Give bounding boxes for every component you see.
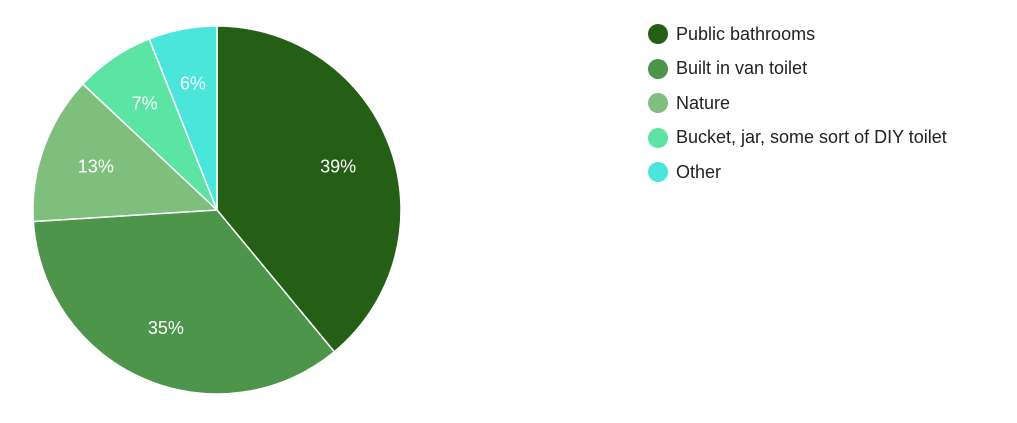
- legend-item: Built in van toilet: [648, 57, 947, 81]
- legend-label: Other: [676, 161, 722, 182]
- pie-slice: [32, 209, 336, 395]
- legend-label: Nature: [676, 92, 731, 113]
- pie-slice: [216, 25, 402, 353]
- legend-swatch: [648, 93, 668, 113]
- pie-slice-label: 7%: [132, 93, 158, 113]
- legend-label: Built in van toilet: [676, 58, 808, 78]
- legend-swatch: [648, 127, 668, 148]
- pie-slice: [148, 25, 218, 211]
- legend-item: Public bathrooms: [648, 22, 947, 46]
- pie-slice-label: 13%: [78, 156, 114, 176]
- pie-slice-labels: 39% 35% 13% 7% 6%: [78, 73, 356, 338]
- pie-slices: [32, 25, 402, 395]
- legend-swatch: [648, 162, 668, 182]
- legend: Public bathrooms Built in van toilet Natur…: [648, 22, 947, 195]
- pie-slice: [32, 82, 219, 223]
- legend-item: Nature: [648, 91, 947, 115]
- pie-slice-label: 35%: [148, 318, 184, 338]
- legend-swatch: [648, 58, 668, 79]
- pie-slice-label: 6%: [180, 73, 206, 93]
- legend-swatch: [648, 24, 668, 44]
- legend-label: Public bathrooms: [676, 23, 816, 44]
- legend-item: Bucket, jar, some sort of DIY toilet: [648, 126, 947, 150]
- pie-svg: 39% 35% 13% 7% 6%: [32, 25, 402, 395]
- legend-label: Bucket, jar, some sort of DIY toilet: [676, 127, 947, 147]
- pie-slice-label: 39%: [320, 156, 356, 176]
- legend-item: Other: [648, 160, 947, 184]
